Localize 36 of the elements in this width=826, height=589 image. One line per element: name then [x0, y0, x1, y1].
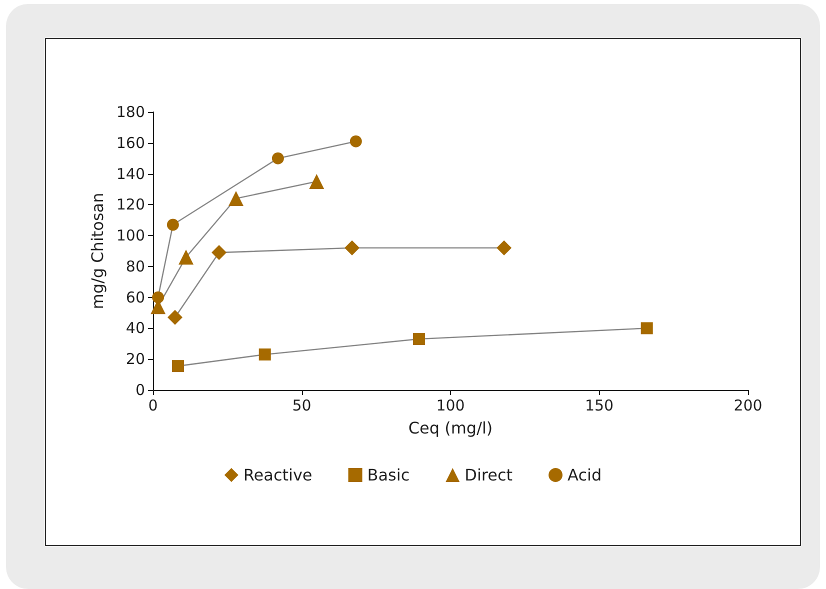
y-tick-label: 20 — [126, 350, 145, 368]
x-tick-label: 150 — [584, 396, 614, 414]
x-tick-label: 200 — [734, 396, 762, 414]
point — [640, 322, 653, 334]
point — [258, 348, 271, 360]
legend-label: Reactive — [243, 466, 312, 484]
y-tick-label: 80 — [126, 257, 145, 276]
x-tick-label: 0 — [148, 396, 158, 414]
point — [172, 360, 184, 372]
point — [272, 152, 284, 164]
y-tick-label: 160 — [116, 134, 145, 152]
point — [212, 245, 227, 260]
y-axis-title: mg/g Chitosan — [88, 192, 107, 310]
y-tick-label: 100 — [116, 226, 145, 245]
point — [168, 310, 183, 325]
x-tick-label: 50 — [292, 396, 312, 414]
legend-label: Direct — [464, 466, 513, 484]
y-tick-label: 60 — [126, 288, 145, 306]
point — [350, 135, 362, 148]
point — [309, 174, 324, 189]
point — [496, 240, 512, 256]
point — [344, 240, 360, 256]
y-tick-label: 0 — [135, 381, 145, 399]
point — [152, 291, 164, 304]
x-tick-label: 100 — [436, 396, 465, 414]
y-tick-label: 140 — [116, 164, 145, 183]
point — [166, 218, 179, 231]
y-tick-label: 120 — [116, 196, 145, 214]
legend-label: Basic — [367, 466, 410, 484]
y-tick-label: 40 — [126, 319, 145, 338]
point — [228, 190, 244, 206]
point — [412, 333, 425, 346]
x-axis-title: Ceq (mg/l) — [408, 418, 493, 438]
y-tick-label: 180 — [116, 103, 145, 121]
legend-label: Acid — [568, 466, 602, 484]
point — [178, 250, 194, 265]
